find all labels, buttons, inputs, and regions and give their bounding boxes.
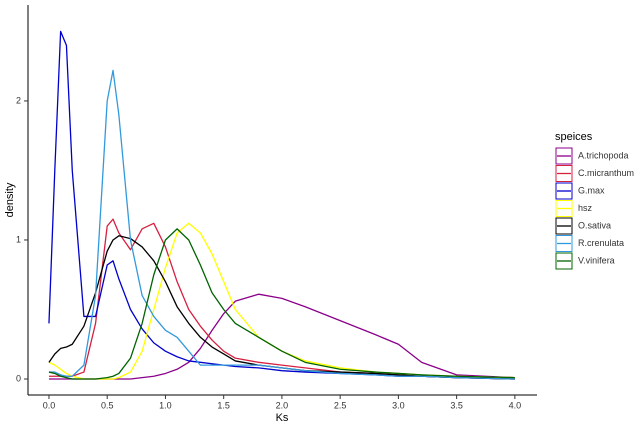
- y-tick-label: 1: [16, 234, 21, 244]
- legend-label: A.trichopoda: [578, 150, 629, 160]
- legend-label: V.vinifera: [578, 255, 615, 265]
- legend-label: G.max: [578, 185, 605, 195]
- density-line: [48, 69, 515, 380]
- x-axis-label: Ks: [276, 412, 289, 424]
- x-tick-label: 3.5: [450, 400, 463, 410]
- x-tick-label: 1.0: [159, 400, 172, 410]
- x-tick-label: 2.0: [276, 400, 289, 410]
- x-tick-label: 0.5: [101, 400, 114, 410]
- x-tick-label: 4.0: [509, 400, 522, 410]
- legend-label: C.micranthum: [578, 168, 634, 178]
- x-tick-label: 2.5: [334, 400, 347, 410]
- x-tick-label: 3.0: [392, 400, 405, 410]
- legend-title: speices: [555, 131, 593, 143]
- density-line: [48, 30, 515, 380]
- y-axis-label: density: [4, 182, 16, 217]
- density-line: [48, 222, 515, 380]
- y-tick-label: 2: [16, 95, 21, 105]
- legend-label: O.sativa: [578, 220, 611, 230]
- x-tick-label: 0.0: [43, 400, 56, 410]
- legend-label: hsz: [578, 203, 593, 213]
- x-tick-label: 1.5: [217, 400, 230, 410]
- density-line: [48, 235, 515, 380]
- density-line: [48, 218, 515, 380]
- legend-label: R.crenulata: [578, 238, 624, 248]
- density-line: [48, 293, 515, 380]
- y-tick-label: 0: [16, 373, 21, 383]
- density-line: [48, 228, 515, 380]
